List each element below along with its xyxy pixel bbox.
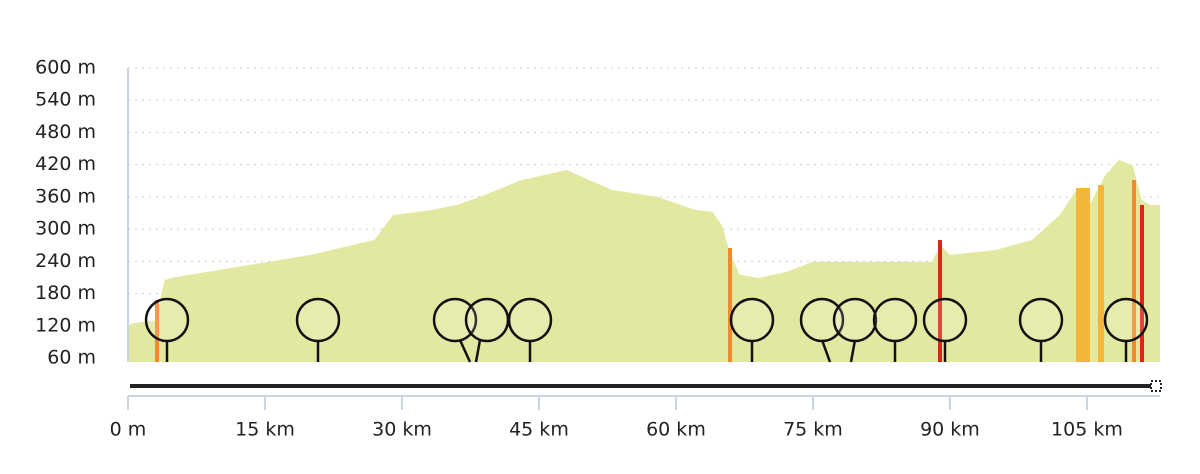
poi-marker[interactable] xyxy=(729,297,775,362)
elevation-area xyxy=(128,159,1160,362)
x-tick-label: 60 km xyxy=(646,419,706,441)
y-tick-label: 420 m xyxy=(35,153,96,175)
poi-marker[interactable] xyxy=(295,297,341,362)
y-tick-label: 180 m xyxy=(35,282,96,304)
x-tick-label: 90 km xyxy=(920,419,980,441)
poi-marker[interactable] xyxy=(1103,297,1149,362)
y-tick-label: 600 m xyxy=(35,57,96,79)
surface-strips xyxy=(155,180,1144,362)
plot: 60 m 120 m 180 m 240 m 300 m 360 m 420 m 480 m 5… xyxy=(35,57,1160,441)
poi-marker[interactable] xyxy=(799,297,845,363)
y-tick-label: 240 m xyxy=(35,250,96,272)
x-tick-label: 75 km xyxy=(783,419,843,441)
strip xyxy=(1140,205,1144,362)
poi-marker[interactable] xyxy=(144,297,190,362)
y-tick-label: 360 m xyxy=(35,185,96,207)
poi-marker[interactable] xyxy=(432,297,478,363)
poi-marker[interactable] xyxy=(507,297,553,362)
strip xyxy=(938,240,942,362)
strip xyxy=(1076,188,1090,362)
poi-marker[interactable] xyxy=(872,297,918,362)
poi-marker[interactable] xyxy=(922,297,968,362)
progress-track[interactable] xyxy=(130,380,1162,392)
poi-marker[interactable] xyxy=(1018,297,1064,362)
x-tick-label: 30 km xyxy=(372,419,432,441)
x-tick-label: 45 km xyxy=(509,419,569,441)
poi-markers xyxy=(144,297,1149,363)
y-tick-label: 540 m xyxy=(35,89,96,111)
x-tick-label: 105 km xyxy=(1051,419,1123,441)
track-end xyxy=(1150,380,1162,392)
strip xyxy=(728,248,732,362)
strip xyxy=(1132,180,1136,362)
y-tick-label: 480 m xyxy=(35,121,96,143)
x-tick-label: 15 km xyxy=(235,419,295,441)
poi-marker[interactable] xyxy=(832,297,878,363)
y-tick-label: 120 m xyxy=(35,314,96,336)
x-tick-label: 0 m xyxy=(110,419,147,441)
strip xyxy=(1098,185,1104,362)
strip xyxy=(155,300,159,362)
y-tick-label: 300 m xyxy=(35,218,96,240)
y-tick-label: 60 m xyxy=(47,347,96,369)
